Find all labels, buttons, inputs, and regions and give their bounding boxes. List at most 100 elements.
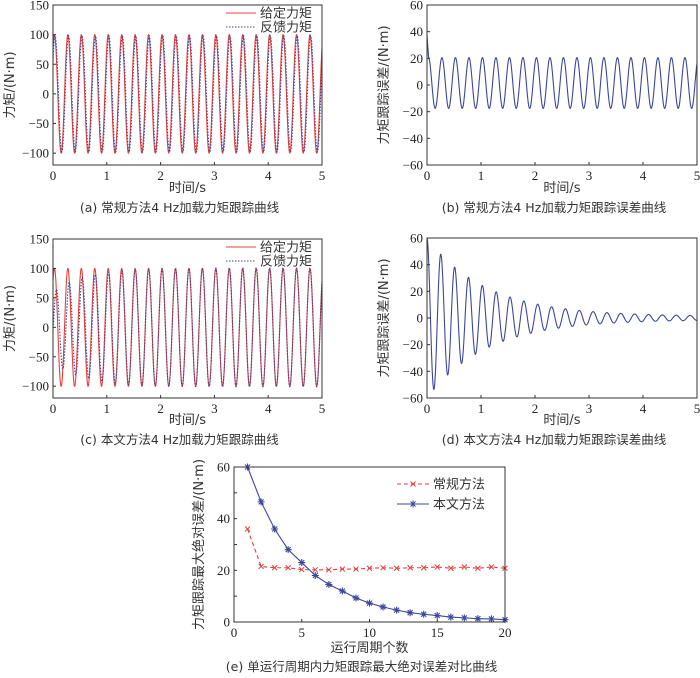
figure-caption: (a) 常规方法4 Hz加载力矩跟踪曲线 — [80, 200, 280, 215]
data-point-marker — [339, 566, 346, 572]
x-axis-label: 时间/s — [543, 181, 580, 196]
chart-panel-d: 0 1 2 3 4 5 −60 −40 −20 0 20 40 60 时间/s 力矩跟踪误差/(N·m) (d… — [377, 231, 700, 448]
data-point-marker — [393, 606, 401, 614]
data-point-marker — [487, 615, 495, 623]
data-point-marker — [311, 572, 319, 579]
y-tick-label: 0 — [43, 320, 50, 335]
data-point-marker — [393, 565, 400, 572]
legend-label: 给定力矩 — [260, 7, 312, 22]
x-tick-label: 2 — [532, 168, 539, 183]
data-point-marker — [366, 565, 373, 572]
y-tick-label: −100 — [22, 379, 49, 394]
y-tick-label: 0 — [224, 615, 231, 630]
x-tick-label: 3 — [586, 168, 593, 183]
data-point-marker — [258, 563, 264, 570]
x-tick-label: 1 — [104, 168, 111, 183]
x-tick-label: 2 — [157, 401, 164, 416]
data-point-marker — [434, 564, 441, 570]
y-tick-label: 20 — [217, 563, 230, 578]
data-point-marker — [312, 566, 319, 573]
y-tick-label: 100 — [30, 27, 50, 42]
chart-panel-e: 0 5 10 15 20 0 20 40 60 运行周期个数 力矩跟踪最大绝对误差/(N·m) (e)… — [191, 459, 512, 674]
chart-panel-c: 0 1 2 3 4 5 −100 −50 0 50 100 150 时间/s 力矩/(N·m) (c) 本文… — [3, 232, 325, 448]
figure-caption: (e) 单运行周期内力矩跟踪最大绝对误差对比曲线 — [226, 659, 498, 674]
y-tick-label: 20 — [410, 51, 423, 66]
x-tick-label: 20 — [499, 625, 512, 640]
series-group — [427, 238, 697, 390]
legend-label: 反馈力矩 — [260, 21, 312, 36]
legend-label: 给定力矩 — [260, 241, 312, 256]
y-axis-label: 力矩/(N·m) — [3, 51, 18, 118]
data-point-marker — [475, 565, 481, 572]
y-axis-label: 力矩/(N·m) — [3, 285, 18, 352]
series-group — [53, 34, 322, 154]
x-tick-label: 4 — [640, 401, 647, 416]
x-tick-label: 0 — [50, 401, 57, 416]
data-point-marker — [420, 610, 428, 618]
y-axis-label: 力矩跟踪最大绝对误差/(N·m) — [191, 459, 207, 630]
y-tick-label: 150 — [30, 0, 50, 13]
y-tick-label: 40 — [410, 24, 423, 39]
figure-caption: (d) 本文方法4 Hz加载力矩跟踪误差曲线 — [442, 432, 667, 447]
chart-panel-b: 0 1 2 3 4 5 −60 −40 −20 0 20 40 60 时间/s 力矩跟踪误差/(N·m) (b… — [377, 0, 700, 215]
legend-label: 常规方法 — [433, 477, 485, 493]
data-point-marker — [407, 564, 414, 571]
data-point-marker — [298, 559, 306, 567]
y-tick-label: 0 — [43, 86, 50, 101]
x-axis-label: 时间/s — [543, 413, 580, 428]
data-point-marker — [338, 587, 346, 595]
legend-label: 反馈力矩 — [260, 255, 312, 270]
data-point-marker — [488, 564, 495, 570]
y-tick-label: 150 — [30, 232, 50, 247]
data-point-marker — [447, 565, 454, 572]
y-tick-label: −50 — [29, 349, 49, 364]
chart-panel-a: 0 1 2 3 4 5 −100 −50 0 50 100 150 时间/s 力矩/(N·m) (a) 常规… — [3, 0, 325, 215]
data-point-marker — [271, 564, 278, 571]
data-point-marker — [461, 564, 468, 570]
data-point-marker — [366, 599, 373, 607]
legend-marker — [410, 481, 416, 487]
series-line-2 — [53, 34, 322, 153]
x-tick-label: 10 — [363, 625, 376, 640]
data-point-marker — [244, 526, 251, 532]
series-group — [427, 34, 697, 109]
x-tick-label: 0 — [424, 168, 431, 183]
series-line-1 — [53, 34, 322, 154]
y-tick-label: 60 — [217, 460, 230, 475]
data-point-marker — [380, 564, 386, 571]
x-tick-label: 5 — [319, 401, 326, 416]
data-point-marker — [379, 603, 387, 611]
y-tick-label: −20 — [403, 337, 423, 352]
x-tick-label: 5 — [319, 168, 326, 183]
plot-frame — [426, 4, 698, 166]
y-axis-label: 力矩跟踪误差/(N·m) — [377, 25, 392, 144]
y-tick-label: 40 — [217, 511, 230, 526]
x-tick-label: 3 — [586, 401, 593, 416]
data-point-marker — [352, 594, 360, 602]
x-tick-label: 4 — [640, 168, 647, 183]
y-tick-label: 50 — [36, 57, 49, 72]
series-line-1 — [427, 34, 697, 109]
y-tick-label: −60 — [403, 391, 423, 406]
y-tick-label: −60 — [403, 158, 423, 173]
y-tick-label: −40 — [403, 131, 423, 146]
x-tick-label: 4 — [265, 168, 272, 183]
x-tick-label: 2 — [157, 168, 164, 183]
y-tick-label: −20 — [403, 104, 423, 119]
y-tick-label: −100 — [22, 146, 49, 161]
x-tick-label: 0 — [50, 168, 57, 183]
plot-frame — [52, 4, 323, 166]
data-point-marker — [447, 613, 455, 621]
x-tick-label: 15 — [431, 625, 444, 640]
x-tick-label: 3 — [211, 401, 218, 416]
y-tick-label: 50 — [36, 290, 49, 305]
data-point-marker — [353, 566, 359, 572]
data-point-marker — [420, 564, 427, 571]
x-tick-label: 5 — [694, 168, 700, 183]
series-group — [53, 267, 322, 388]
plot-frame — [52, 238, 323, 399]
